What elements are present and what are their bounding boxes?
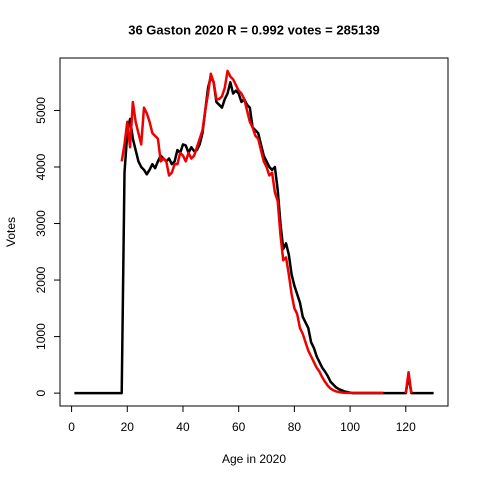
y-tick-label: 1000	[34, 323, 48, 350]
x-tick-label: 40	[176, 420, 190, 434]
x-tick-label: 60	[232, 420, 246, 434]
y-tick-label: 2000	[34, 266, 48, 293]
x-tick-label: 100	[340, 420, 360, 434]
x-tick-label: 80	[288, 420, 302, 434]
x-tick-label: 20	[121, 420, 135, 434]
x-tick-label: 120	[396, 420, 416, 434]
y-tick-label: 3000	[34, 210, 48, 237]
x-tick-label: 0	[68, 420, 75, 434]
y-tick-label: 4000	[34, 153, 48, 180]
x-axis-label: Age in 2020	[222, 452, 286, 466]
series-line	[120, 69, 413, 395]
chart-title: 36 Gaston 2020 R = 0.992 votes = 285139	[128, 22, 380, 37]
y-axis-label: Votes	[4, 217, 18, 247]
y-tick-label: 0	[34, 389, 48, 396]
plot-frame	[59, 57, 449, 407]
y-tick-label: 5000	[34, 97, 48, 124]
